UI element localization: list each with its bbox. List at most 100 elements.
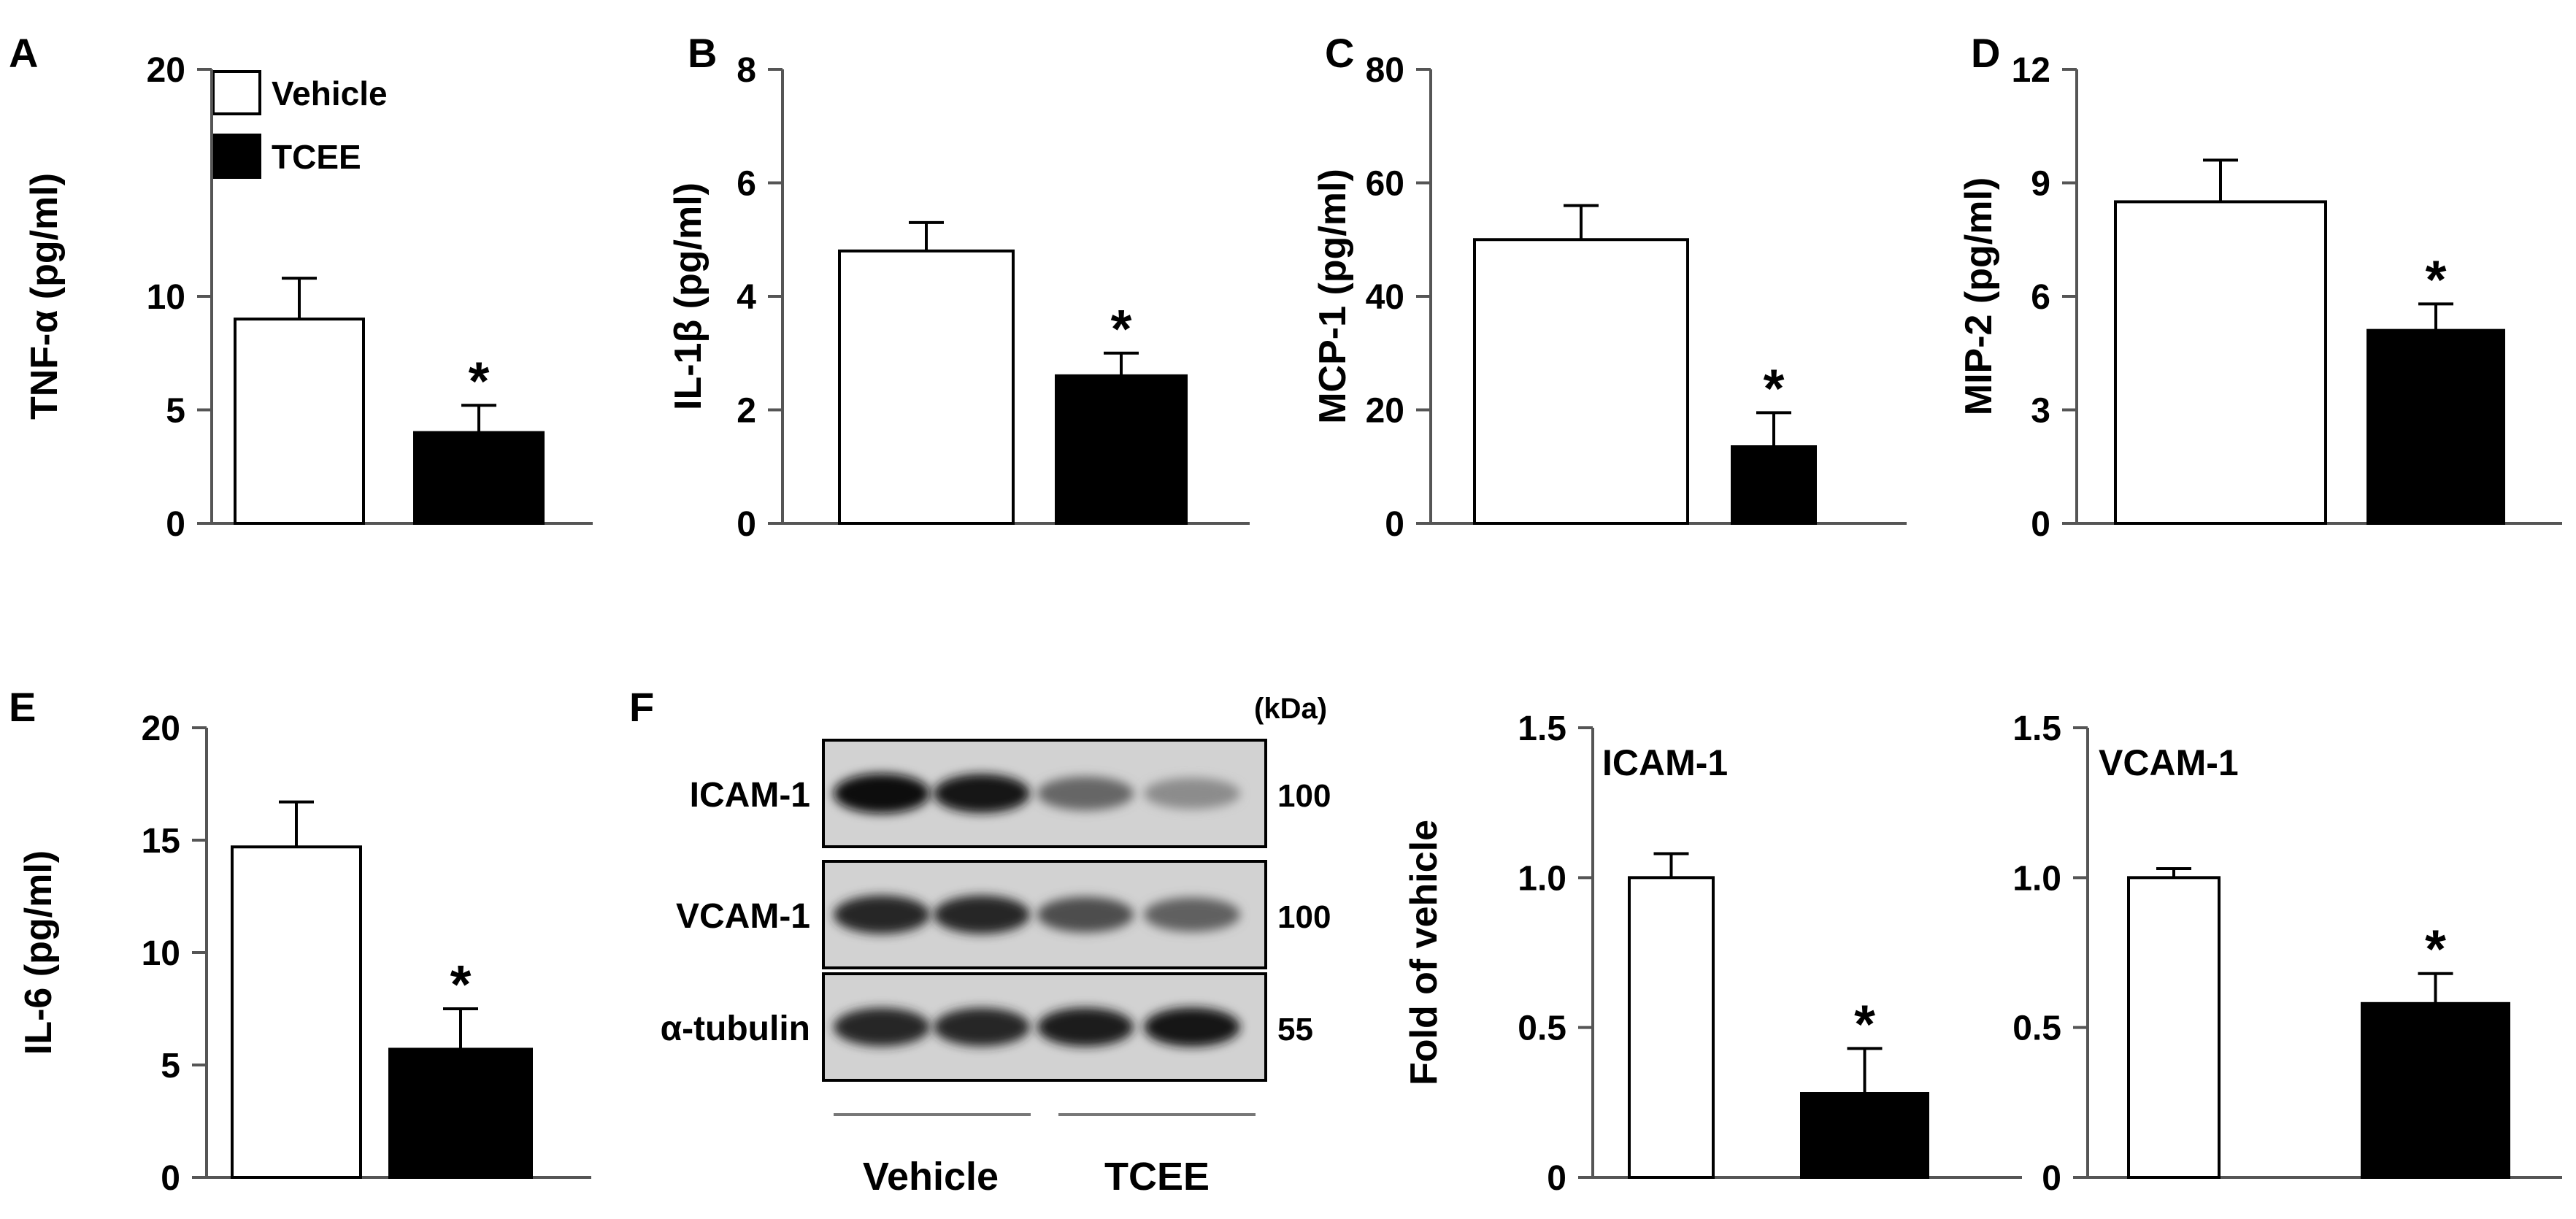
blot-unit-label: (kDa) [1254, 693, 1327, 725]
y-axis-title: IL-6 (pg/ml) [18, 850, 60, 1055]
bar-tcee [390, 1049, 531, 1177]
y-tick-label: 1.5 [1518, 710, 1566, 748]
blot-row-label: α-tubulin [661, 1010, 810, 1048]
y-tick-label: 1.0 [1518, 859, 1566, 898]
y-tick-label: 5 [161, 1047, 180, 1085]
blot-band [934, 774, 1030, 813]
y-axis-title: MIP-2 (pg/ml) [1958, 177, 2000, 415]
y-tick-label: 5 [166, 392, 185, 431]
bar-vehicle [1629, 877, 1713, 1177]
chart-panel-a: 0 5 10 20 TNF-α (pg/ml) * [23, 51, 593, 544]
y-tick-label: 15 [142, 822, 180, 861]
significance-marker: * [2425, 919, 2446, 980]
blot-band [1037, 1007, 1134, 1046]
chart-panel-b: 0 2 4 6 8 IL-1β (pg/ml) * [667, 51, 1250, 544]
y-tick-label: 4 [737, 278, 756, 317]
blot-band [834, 774, 930, 814]
y-tick-label: 12 [2012, 51, 2050, 90]
y-tick-label: 20 [147, 51, 185, 90]
significance-marker: * [450, 954, 472, 1015]
significance-marker: * [1111, 299, 1132, 359]
bar-tcee [415, 433, 543, 523]
blot-band [1144, 1007, 1240, 1047]
chart-inset-label: ICAM-1 [1602, 742, 1728, 783]
legend-swatch-vehicle [213, 72, 260, 114]
legend-label-vehicle: Vehicle [272, 74, 388, 112]
y-tick-label: 8 [737, 51, 756, 90]
western-blot: (kDa) ICAM-1 100 VCAM-1 100 α-tubulin 55 Vehic… [661, 693, 1331, 1199]
blot-band [1144, 898, 1240, 932]
y-tick-label: 1.0 [2012, 859, 2061, 898]
legend-label-tcee: TCEE [272, 138, 361, 176]
y-axis-title: MCP-1 (pg/ml) [1312, 169, 1354, 424]
y-tick-label: 0 [1547, 1159, 1566, 1198]
y-tick-label: 3 [2031, 392, 2050, 431]
y-tick-label: 0 [2031, 505, 2050, 544]
panel-label-c: C [1325, 30, 1354, 76]
legend-swatch-tcee [213, 135, 260, 177]
y-tick-label: 1.5 [2012, 710, 2061, 748]
chart-inset-label: VCAM-1 [2099, 742, 2239, 783]
y-tick-label: 0.5 [2012, 1010, 2061, 1048]
bar-vehicle [232, 847, 361, 1177]
blot-size-label: 100 [1277, 778, 1331, 814]
blot-band [934, 1008, 1030, 1046]
y-tick-label: 9 [2031, 165, 2050, 204]
significance-marker: * [1764, 358, 1785, 418]
bar-vehicle [2115, 201, 2326, 523]
panel-label-d: D [1971, 30, 2000, 76]
blot-band [834, 896, 930, 934]
blot-group-label-vehicle: Vehicle [863, 1155, 999, 1199]
chart-panel-e: 0 5 10 15 20 IL-6 (pg/ml) * [18, 710, 591, 1198]
y-tick-label: 80 [1366, 51, 1404, 90]
y-tick-label: 40 [1366, 278, 1404, 317]
chart-panel-f-vcam: 0 0.5 1.0 1.5 VCAM-1 * [2012, 710, 2562, 1198]
bar-tcee [2368, 331, 2504, 523]
y-tick-label: 10 [142, 934, 180, 973]
y-tick-label: 0.5 [1518, 1010, 1566, 1048]
y-tick-label: 0 [166, 505, 185, 544]
blot-band [934, 896, 1030, 934]
y-axis-title: IL-1β (pg/ml) [667, 182, 710, 410]
blot-row-label: VCAM-1 [676, 897, 810, 936]
blot-size-label: 100 [1277, 899, 1331, 935]
y-tick-label: 2 [737, 392, 756, 431]
bar-tcee [1802, 1093, 1928, 1177]
y-tick-label: 0 [1385, 505, 1404, 544]
y-axis-title: TNF-α (pg/ml) [23, 173, 66, 420]
chart-panel-f-icam: 0 0.5 1.0 1.5 Fold of vehicle ICAM-1 * [1403, 710, 2022, 1198]
y-tick-label: 0 [737, 505, 756, 544]
panel-label-e: E [9, 684, 36, 730]
chart-panel-c: 0 20 40 60 80 MCP-1 (pg/ml) * [1312, 51, 1907, 544]
y-tick-label: 20 [1366, 392, 1404, 431]
significance-marker: * [1854, 993, 1875, 1054]
blot-size-label: 55 [1277, 1012, 1313, 1047]
bar-vehicle [235, 319, 364, 523]
y-tick-label: 20 [142, 710, 180, 748]
blot-group-label-tcee: TCEE [1104, 1155, 1210, 1199]
bar-tcee [2362, 1004, 2509, 1177]
blot-band [1037, 897, 1134, 933]
y-tick-label: 60 [1366, 165, 1404, 204]
legend: Vehicle TCEE [213, 72, 388, 177]
blot-row-label: ICAM-1 [690, 776, 810, 815]
y-tick-label: 0 [2042, 1159, 2061, 1198]
panel-label-b: B [688, 30, 717, 76]
bar-vehicle [839, 251, 1013, 523]
bar-tcee [1732, 447, 1815, 523]
bar-vehicle [2129, 877, 2219, 1177]
blot-band [1144, 778, 1240, 810]
y-tick-label: 10 [147, 278, 185, 317]
significance-marker: * [2426, 249, 2447, 309]
y-axis-title: Fold of vehicle [1403, 820, 1445, 1085]
y-tick-label: 6 [737, 165, 756, 204]
panel-label-f: F [629, 684, 654, 730]
panel-label-a: A [9, 30, 38, 76]
y-tick-label: 6 [2031, 278, 2050, 317]
chart-panel-d: 0 3 6 9 12 MIP-2 (pg/ml) * [1958, 51, 2562, 544]
blot-band [1037, 777, 1134, 810]
significance-marker: * [469, 350, 490, 411]
bar-vehicle [1475, 239, 1688, 523]
bar-tcee [1056, 376, 1186, 523]
